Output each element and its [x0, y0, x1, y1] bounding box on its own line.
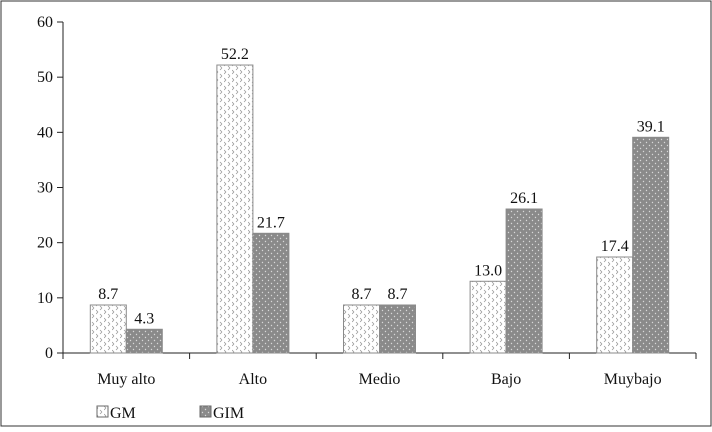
x-category-label: Muybajo	[604, 371, 662, 388]
data-label-gim: 21.7	[257, 214, 285, 231]
data-label-gm: 8.7	[352, 286, 372, 303]
y-tick-label: 40	[37, 124, 53, 141]
data-label-gim: 4.3	[134, 310, 154, 327]
bar-gim	[505, 208, 543, 354]
y-tick-label: 0	[45, 345, 53, 362]
data-label-gim: 8.7	[388, 286, 408, 303]
bar-gim	[252, 232, 290, 354]
x-axis-ticks: Muy alto Alto Medio Bajo Muybajo	[62, 353, 697, 388]
x-category-label: Medio	[359, 371, 401, 388]
x-category-label: Alto	[239, 371, 267, 388]
y-tick-label: 60	[37, 14, 53, 31]
y-tick-label: 10	[37, 290, 53, 307]
bar-gim	[125, 328, 163, 354]
data-labels-group: 8.7 4.3 52.2 21.7 8.7 8.7 13.0 26.1 17.4 39.1	[98, 46, 664, 327]
bar-gm	[89, 304, 127, 354]
legend: GM GIM	[96, 405, 244, 422]
x-category-label: Muy alto	[97, 371, 155, 388]
legend-label-gim: GIM	[213, 405, 244, 422]
data-label-gm: 8.7	[98, 286, 118, 303]
legend-label-gm: GM	[110, 405, 136, 422]
bar-gm	[469, 280, 507, 354]
data-label-gim: 26.1	[510, 190, 538, 207]
legend-swatch-gm	[96, 405, 109, 418]
bar-gim	[379, 304, 416, 354]
bar-gm	[343, 304, 380, 354]
bar-gm	[216, 64, 254, 354]
y-tick-label: 20	[37, 235, 53, 252]
data-label-gm: 52.2	[221, 46, 249, 63]
y-tick-label: 50	[37, 69, 53, 86]
y-tick-label: 30	[37, 180, 53, 197]
data-label-gm: 13.0	[474, 262, 502, 279]
bar-gm	[596, 256, 634, 354]
bars-group	[89, 64, 670, 354]
legend-swatch-gim	[199, 405, 212, 418]
y-axis-ticks: 0 10 20 30 40 50 60	[37, 14, 63, 362]
bar-gim	[632, 136, 670, 354]
data-label-gm: 17.4	[601, 238, 629, 255]
x-category-label: Bajo	[491, 371, 521, 388]
data-label-gim: 39.1	[637, 118, 665, 135]
